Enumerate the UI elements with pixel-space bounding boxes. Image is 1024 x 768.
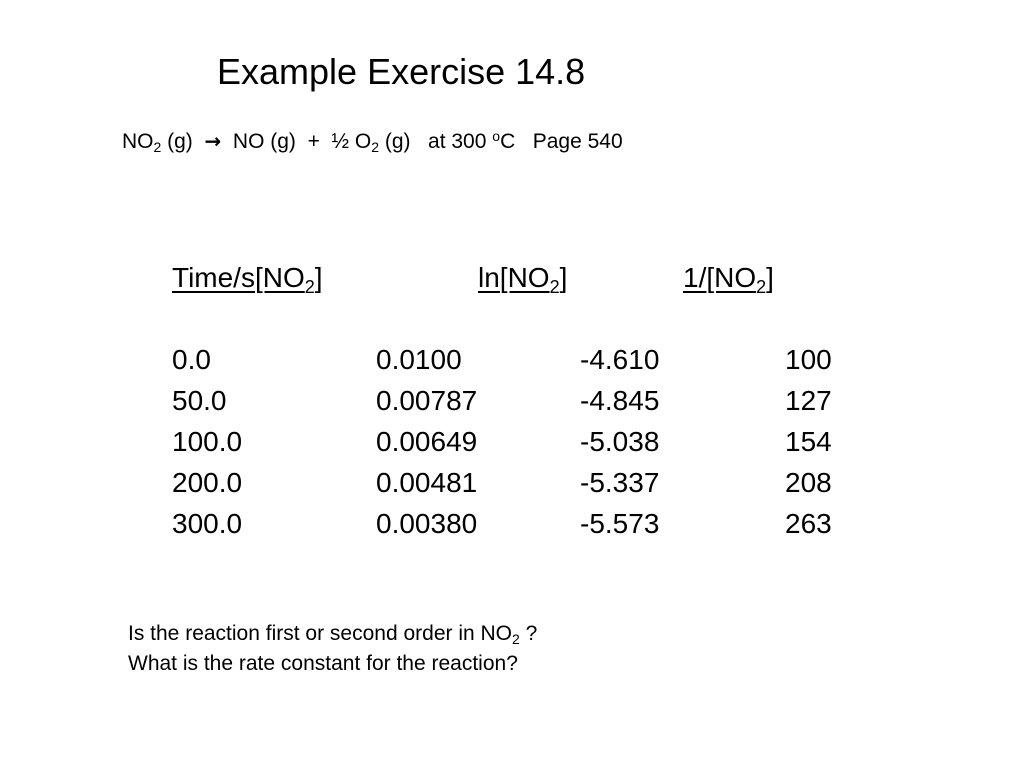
header-time-prefix: Time/s[NO <box>172 262 305 293</box>
cell-concentration: 0.0100 <box>376 344 462 375</box>
cell-time: 300.0 <box>172 508 243 539</box>
page-reference: Page 540 <box>532 130 623 153</box>
cell-ln: -4.610 <box>580 344 660 375</box>
reactant-formula: NO2 (g) <box>122 130 193 155</box>
cell-inverse: 263 <box>785 508 832 539</box>
cell-concentration: 0.00649 <box>376 426 478 457</box>
header-time-suffix: ] <box>314 262 323 293</box>
reactant-subscript: 2 <box>153 139 162 155</box>
cell-concentration: 0.00380 <box>376 508 478 539</box>
header-inverse-concentration: 1/[NO2] <box>683 260 774 296</box>
header-inv-subscript: 2 <box>756 277 767 297</box>
table-row: 200.0 0.00481 -5.337 208 <box>0 465 1024 506</box>
cell-ln: -5.337 <box>580 467 660 498</box>
degree-superscript: o <box>492 128 501 144</box>
header-time-concentration: Time/s[NO2] <box>172 260 323 296</box>
cell-ln: -5.038 <box>580 426 660 457</box>
cell-ln: -5.573 <box>580 508 660 539</box>
cell-concentration: 0.00481 <box>376 467 478 498</box>
cell-ln: -4.845 <box>580 385 660 416</box>
data-table: 0.0 0.0100 -4.610 100 50.0 0.00787 -4.84… <box>0 342 1024 547</box>
product-oxygen: O2 (g) <box>354 130 411 155</box>
header-inv-suffix: ] <box>766 262 774 293</box>
question-order: Is the reaction first or second order in… <box>128 619 537 649</box>
questions: Is the reaction first or second order in… <box>128 619 537 679</box>
oxygen-state: (g) <box>379 130 411 153</box>
product-no: NO (g) <box>232 130 296 153</box>
table-row: 50.0 0.00787 -4.845 127 <box>0 383 1024 424</box>
temperature-prefix: at 300 <box>428 130 493 153</box>
cell-time: 0.0 <box>172 344 211 375</box>
oxygen-base: O <box>354 130 372 153</box>
cell-inverse: 100 <box>785 344 832 375</box>
reactant-state: (g) <box>161 130 193 153</box>
plus-sign: + <box>307 130 320 153</box>
question-order-subscript: 2 <box>512 631 520 647</box>
slide-title: Example Exercise 14.8 <box>217 51 586 92</box>
header-ln-prefix: ln[NO <box>478 262 550 293</box>
header-ln-suffix: ] <box>559 262 568 293</box>
question-order-suffix: ? <box>519 622 538 645</box>
header-ln-subscript: 2 <box>549 277 560 297</box>
cell-concentration: 0.00787 <box>376 385 478 416</box>
cell-time: 200.0 <box>172 467 243 498</box>
question-order-text: Is the reaction first or second order in… <box>128 622 512 645</box>
cell-inverse: 208 <box>785 467 832 498</box>
table-row: 100.0 0.00649 -5.038 154 <box>0 424 1024 465</box>
oxygen-subscript: 2 <box>371 139 380 155</box>
cell-time: 50.0 <box>172 385 227 416</box>
temperature-condition: at 300 oC <box>428 128 516 153</box>
header-time-subscript: 2 <box>304 277 315 297</box>
half-coefficient: ½ <box>331 130 350 153</box>
reactant-base: NO <box>122 130 154 153</box>
reaction-arrow-icon: → <box>204 129 222 153</box>
cell-inverse: 154 <box>785 426 832 457</box>
temperature-unit: C <box>500 130 516 153</box>
header-inv-prefix: 1/[NO <box>683 262 757 293</box>
table-row: 300.0 0.00380 -5.573 263 <box>0 506 1024 547</box>
reaction-equation: NO2 (g) → NO (g) + ½ O2 (g) at 300 oC Pa… <box>122 127 623 156</box>
cell-time: 100.0 <box>172 426 243 457</box>
table-row: 0.0 0.0100 -4.610 100 <box>0 342 1024 383</box>
header-ln-concentration: ln[NO2] <box>478 260 567 296</box>
cell-inverse: 127 <box>785 385 832 416</box>
question-rate-constant: What is the rate constant for the reacti… <box>128 652 518 675</box>
